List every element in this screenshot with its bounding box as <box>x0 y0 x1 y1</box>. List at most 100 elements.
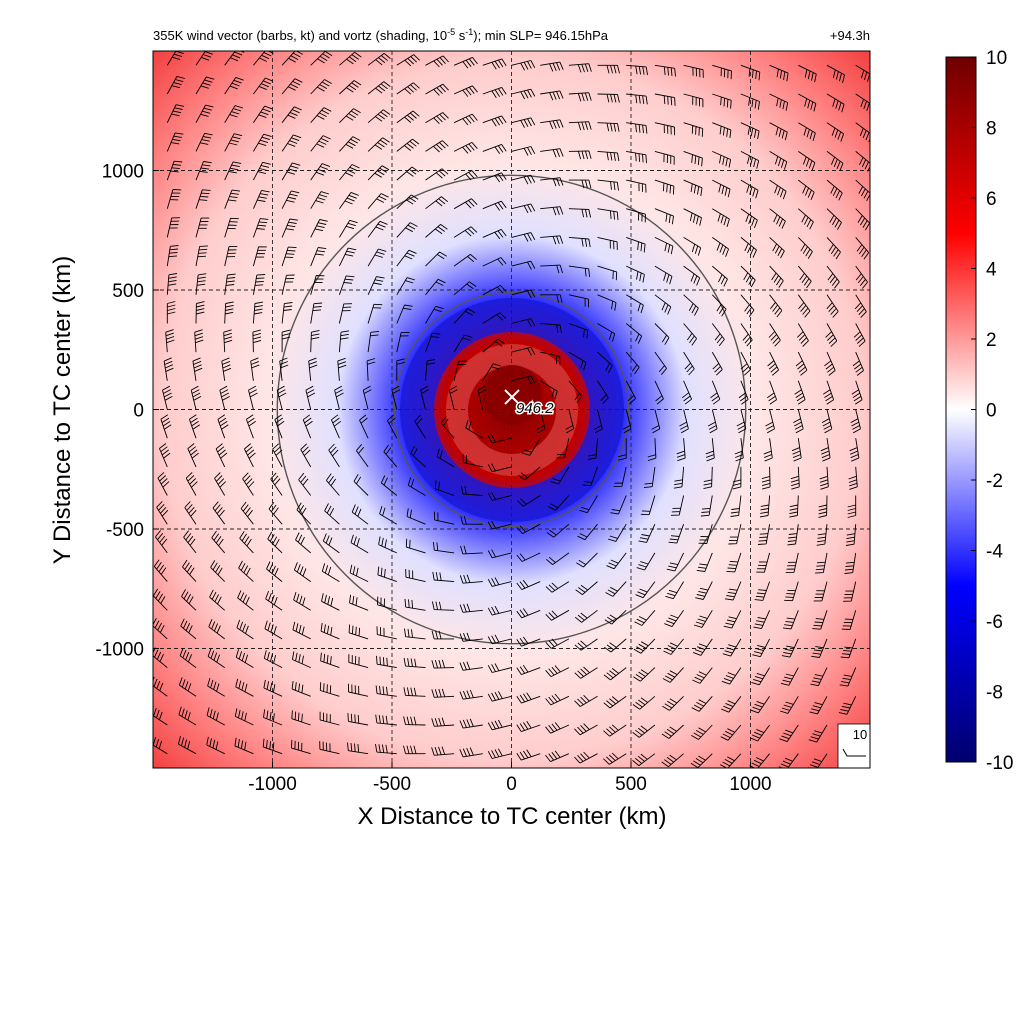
y-axis-ticks: -1000 -500 0 500 1000 <box>95 162 159 661</box>
wind-barb <box>334 385 344 410</box>
wind-barb <box>219 385 230 410</box>
wind-barb <box>453 56 478 69</box>
wind-barb <box>326 473 340 496</box>
wind-barb <box>769 237 785 259</box>
wind-barb <box>195 189 211 209</box>
wind-barb <box>194 329 204 353</box>
wind-barb <box>643 466 656 489</box>
wind-barb <box>487 434 512 444</box>
wind-barb <box>632 695 656 710</box>
wind-barb <box>759 495 771 518</box>
colorbar-tick-label: 6 <box>986 189 997 210</box>
wind-barb <box>698 524 713 544</box>
wind-barb <box>356 444 369 468</box>
wind-barb <box>673 466 685 489</box>
wind-barb <box>482 228 507 240</box>
wind-barb <box>266 561 283 582</box>
wind-barb <box>353 474 369 496</box>
wind-barb <box>696 552 713 572</box>
wind-barb <box>459 747 483 758</box>
wind-barb <box>597 93 620 103</box>
wind-barb <box>607 523 627 542</box>
wind-barb <box>690 753 713 768</box>
wind-barb <box>597 179 619 191</box>
wind-barb <box>670 495 685 516</box>
wind-barb <box>576 552 598 568</box>
wind-barb <box>376 626 397 640</box>
wind-barb <box>654 323 670 345</box>
wind-barb <box>396 249 417 267</box>
wind-barb <box>740 93 760 110</box>
wind-barb <box>798 122 816 142</box>
wind-barb <box>460 545 483 555</box>
wind-barb <box>367 193 389 209</box>
wind-barb <box>539 380 558 400</box>
wind-barb <box>597 236 618 251</box>
wind-barb <box>367 276 385 295</box>
wind-barb <box>568 265 591 278</box>
wind-barb <box>597 64 620 74</box>
wind-barb <box>166 245 179 267</box>
wind-barb <box>634 610 656 626</box>
wind-barb <box>540 148 564 158</box>
wind-barb <box>453 170 478 181</box>
wind-barb <box>377 596 397 611</box>
wind-barb <box>705 438 715 462</box>
wind-barb <box>281 190 300 209</box>
wind-barb <box>769 64 789 82</box>
wind-barb <box>487 549 512 559</box>
wind-barb <box>597 294 617 311</box>
wind-barb <box>410 445 426 468</box>
wind-barb <box>854 294 867 318</box>
wind-barb <box>487 719 512 731</box>
wind-barb <box>281 329 291 353</box>
wind-barb <box>712 265 728 287</box>
wind-barb <box>181 589 197 611</box>
wind-barb <box>482 58 507 70</box>
x-axis-ticks: -1000 -500 0 500 1000 <box>248 762 772 795</box>
wind-barb <box>511 174 536 185</box>
wind-barb <box>425 83 449 96</box>
wind-barb <box>482 200 507 211</box>
wind-barb <box>188 414 201 439</box>
wind-barb <box>224 273 236 295</box>
wind-barb <box>511 117 536 128</box>
wind-barb <box>420 385 429 410</box>
wind-barb <box>848 466 858 490</box>
wind-barb <box>292 621 311 640</box>
wind-barb <box>322 533 340 554</box>
wind-barb <box>654 351 667 375</box>
wind-barb <box>720 724 742 741</box>
wind-barb <box>574 666 598 679</box>
wind-barb <box>253 77 274 95</box>
wind-barb <box>300 443 312 468</box>
wind-barb <box>707 409 718 434</box>
wind-barb <box>291 651 311 669</box>
wind-barb <box>375 714 397 726</box>
wind-barb <box>195 217 210 238</box>
wind-barb <box>732 466 742 490</box>
wind-barb <box>540 235 564 245</box>
wind-barb <box>379 505 398 525</box>
wind-barb <box>540 264 563 274</box>
wind-barb <box>695 581 713 600</box>
wind-barb <box>756 552 771 573</box>
wind-barb <box>540 206 564 216</box>
wind-barb <box>626 265 645 283</box>
wind-barb <box>396 194 419 210</box>
wind-barb <box>780 667 799 686</box>
wind-barb <box>153 617 168 640</box>
wind-barb <box>767 351 780 376</box>
wind-barb <box>785 552 799 574</box>
wind-barb <box>310 135 331 152</box>
wind-barb <box>224 301 234 324</box>
wind-barb <box>253 161 271 181</box>
wind-barb <box>431 630 455 640</box>
wind-barb <box>431 717 455 727</box>
wind-barb <box>545 750 570 763</box>
wind-barb <box>253 51 274 66</box>
wind-barb <box>798 64 817 83</box>
wind-barb <box>281 274 295 295</box>
wind-barb <box>626 179 647 193</box>
wind-barb <box>794 380 806 405</box>
